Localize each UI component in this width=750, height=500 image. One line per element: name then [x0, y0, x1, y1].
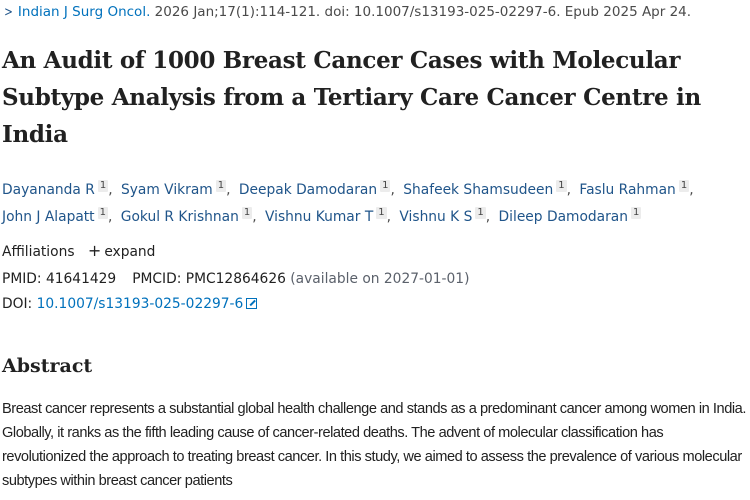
affiliations-row: Affiliations + expand: [2, 242, 155, 261]
author-link[interactable]: John J Alapatt 1: [2, 207, 108, 225]
separator: ,: [107, 209, 113, 225]
doi-link[interactable]: 10.1007/s13193-025-02297-6: [37, 296, 258, 312]
author-name: John J Alapatt: [2, 209, 95, 225]
affiliation-number[interactable]: 1: [678, 180, 690, 192]
author-name: Faslu Rahman: [579, 182, 676, 198]
article-title: An Audit of 1000 Breast Cancer Cases wit…: [2, 47, 701, 148]
affiliation-number[interactable]: 1: [376, 207, 387, 219]
affiliation-number[interactable]: 1: [556, 180, 567, 192]
citation-details: 2026 Jan;17(1):114-121. doi: 10.1007/s13…: [150, 4, 692, 20]
affiliations-label: Affiliations: [2, 244, 75, 260]
abstract-heading: Abstract: [2, 355, 93, 377]
doi-value: 10.1007/s13193-025-02297-6: [36, 296, 244, 312]
author-link[interactable]: Faslu Rahman 1: [579, 180, 690, 198]
separator: ,: [566, 182, 572, 198]
pmid-value: 41641429: [45, 271, 117, 287]
doi-row: DOI: 10.1007/s13193-025-02297-6: [2, 295, 258, 313]
separator: ,: [252, 209, 257, 225]
affiliation-number[interactable]: 1: [241, 207, 253, 219]
author-name: Syam Vikram: [120, 182, 213, 198]
doi-label: DOI:: [2, 296, 33, 312]
separator: ,: [108, 182, 113, 198]
author-link[interactable]: Deepak Damodaran 1: [238, 180, 391, 198]
author-name: Dayananda R: [2, 182, 95, 198]
separator: ,: [386, 209, 392, 225]
affiliation-number[interactable]: 1: [97, 207, 108, 219]
expand-label: expand: [104, 244, 156, 260]
author-link[interactable]: Syam Vikram 1: [120, 180, 227, 198]
author-link[interactable]: Shafeek Shamsudeen 1: [403, 180, 567, 198]
external-link-icon: [246, 298, 258, 309]
author-name: Vishnu Kumar T: [264, 209, 374, 225]
plus-icon: +: [87, 241, 102, 260]
affiliation-number[interactable]: 1: [475, 207, 486, 219]
affiliation-number[interactable]: 1: [380, 180, 391, 192]
separator: ,: [390, 182, 395, 198]
author-name: Dileep Damodaran: [498, 209, 628, 225]
abstract-text: Breast cancer represents a substantial g…: [2, 401, 746, 489]
pmid-label: PMID:: [2, 271, 42, 287]
separator: ,: [485, 209, 491, 225]
citation-line: > Indian J Surg Oncol. 2026 Jan;17(1):114…: [3, 3, 691, 22]
author-name: Shafeek Shamsudeen: [403, 182, 554, 198]
author-link[interactable]: Dileep Damodaran 1: [498, 207, 642, 225]
affiliation-number[interactable]: 1: [215, 180, 227, 192]
identifiers-row: PMID: 41641429 PMCID: PMC12864626 (availa…: [2, 270, 469, 288]
chevron-right-icon[interactable]: >: [4, 5, 13, 20]
expand-affiliations-button[interactable]: + expand: [87, 241, 156, 261]
pmcid-value: PMC12864626: [185, 271, 286, 287]
pmcid-availability-note: (available on 2027-01-01): [290, 271, 470, 287]
affiliation-number[interactable]: 1: [97, 180, 109, 192]
affiliation-number[interactable]: 1: [631, 207, 642, 219]
separator: ,: [689, 182, 694, 198]
author-link[interactable]: Gokul R Krishnan 1: [120, 207, 253, 225]
separator: ,: [226, 182, 231, 198]
journal-link[interactable]: Indian J Surg Oncol.: [17, 4, 151, 20]
author-name: Vishnu K S: [399, 209, 473, 225]
pmcid-label: PMCID:: [132, 271, 182, 287]
author-name: Deepak Damodaran: [238, 182, 378, 198]
author-name: Gokul R Krishnan: [120, 209, 239, 225]
